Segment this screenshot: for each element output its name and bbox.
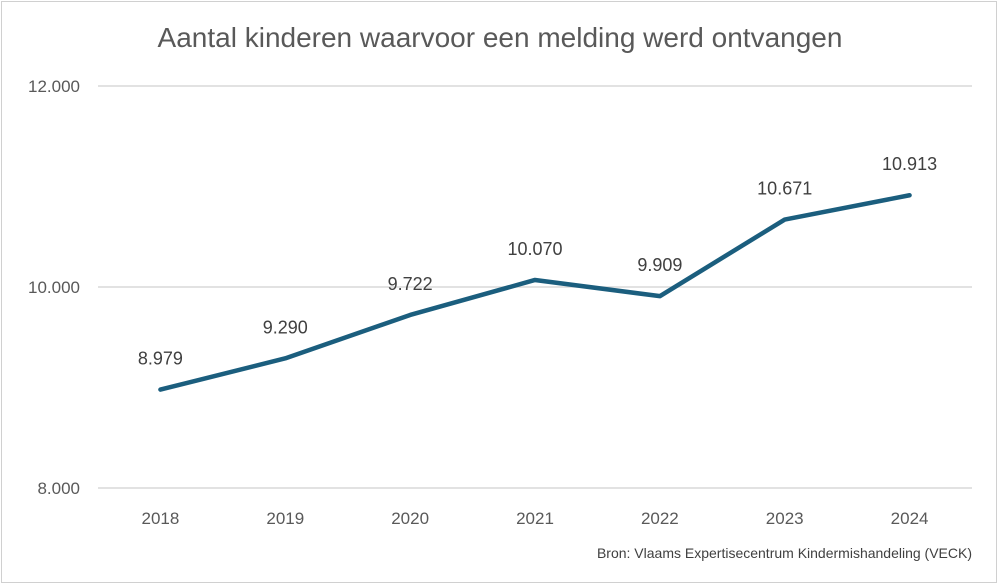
x-tick-label: 2020 xyxy=(391,509,429,528)
x-tick-label: 2024 xyxy=(891,509,929,528)
data-label: 9.722 xyxy=(388,274,433,294)
data-label: 8.979 xyxy=(138,349,183,369)
data-label: 9.290 xyxy=(263,317,308,337)
data-label: 9.909 xyxy=(637,255,682,275)
y-tick-label: 8.000 xyxy=(37,479,80,498)
x-tick-label: 2021 xyxy=(516,509,554,528)
y-tick-label: 10.000 xyxy=(28,278,80,297)
chart-title: Aantal kinderen waarvoor een melding wer… xyxy=(157,22,843,53)
data-label: 10.913 xyxy=(882,154,937,174)
x-tick-label: 2019 xyxy=(266,509,304,528)
y-tick-label: 12.000 xyxy=(28,77,80,96)
x-tick-label: 2022 xyxy=(641,509,679,528)
data-line xyxy=(158,192,912,392)
source-note: Bron: Vlaams Expertisecentrum Kindermish… xyxy=(596,545,972,561)
x-tick-label: 2023 xyxy=(766,509,804,528)
data-label: 10.070 xyxy=(507,239,562,259)
data-label: 10.671 xyxy=(757,179,812,199)
x-tick-label: 2018 xyxy=(142,509,180,528)
